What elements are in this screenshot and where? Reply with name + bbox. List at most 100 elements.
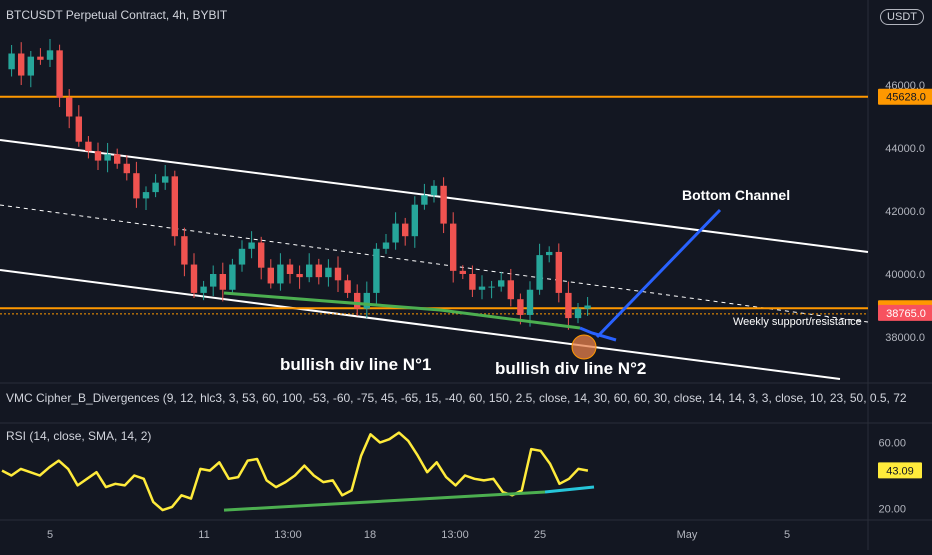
time-tick-label: 11 (198, 529, 209, 541)
candle-body (267, 267, 274, 284)
candle-body (459, 270, 466, 274)
channel-mid-line (0, 204, 869, 323)
candle-body (210, 274, 217, 287)
candle-body (344, 280, 351, 293)
candle-body (402, 223, 409, 237)
price-tick-label: 40000.0 (885, 269, 925, 281)
candle-body (46, 50, 54, 60)
rsi-tick-label: 60.00 (878, 438, 906, 450)
highlight-circle (571, 334, 597, 360)
rsi-line (1, 431, 589, 512)
candle-body (373, 248, 380, 293)
annotation-bottom-channel: Bottom Channel (682, 187, 790, 203)
candle-body (421, 195, 428, 205)
time-tick-label: 25 (534, 529, 546, 541)
candle-body (517, 299, 524, 315)
candle-body (18, 53, 25, 76)
candle-body (133, 173, 140, 199)
candle-body (354, 292, 361, 309)
candle-body (363, 292, 370, 309)
candle-body (114, 154, 121, 164)
candle-body (507, 280, 514, 300)
candle-body (248, 242, 255, 249)
blue-div-segment (579, 326, 617, 342)
candle-body (37, 56, 44, 60)
candle-body (450, 223, 457, 271)
candle-body (104, 154, 111, 161)
candle-body (574, 308, 582, 319)
candle-body (181, 236, 188, 265)
annotation-weekly-support: Weekly support/resistance (733, 316, 862, 328)
current-price-label-box (878, 304, 932, 321)
candle-body (546, 251, 553, 256)
price-tick-label: 38000.0 (885, 332, 925, 344)
candle-body (94, 151, 102, 161)
candle-body (286, 264, 294, 274)
candle-body (238, 248, 246, 265)
candle-body (536, 255, 543, 290)
candle-body (75, 116, 82, 142)
candle-body (190, 264, 198, 293)
resistance-price-label-box (878, 88, 932, 105)
candle-body (498, 280, 505, 287)
candle-body (430, 185, 438, 196)
current-price-label: 38765.0 (886, 308, 926, 320)
rsi-current-value: 43.09 (886, 465, 914, 477)
time-tick-label: 18 (364, 529, 376, 541)
rsi-tick-label: 20.00 (878, 504, 906, 516)
time-tick-label: 13:00 (441, 529, 469, 541)
candle-body (315, 264, 322, 278)
bottom-channel-arrow (595, 208, 722, 339)
channel-lower-line (0, 269, 841, 380)
candle-body (123, 163, 130, 174)
annotation-div-1: bullish div line N°1 (280, 355, 431, 374)
candle-body (526, 289, 534, 315)
candle-body (142, 192, 150, 199)
candle-body (382, 242, 390, 249)
candle-body (392, 223, 399, 243)
candle-body (440, 185, 447, 224)
time-tick-label: 13:00 (274, 529, 302, 541)
rsi-div-line-green (223, 490, 546, 512)
candle-body (66, 97, 73, 117)
candle-body (229, 264, 236, 290)
rsi-div-line-blue (544, 485, 595, 494)
candle-body (8, 53, 15, 70)
symbol-title[interactable]: BTCUSDT Perpetual Contract, 4h, BYBIT (6, 8, 228, 22)
candle-body (555, 251, 562, 293)
candle-body (56, 50, 63, 98)
candle-body (469, 274, 476, 290)
time-tick-label: 5 (784, 529, 790, 541)
rsi-value-box (878, 462, 922, 479)
resistance-price-label: 45628.0 (886, 92, 926, 104)
candle-body (152, 182, 159, 193)
candle-body (565, 292, 572, 319)
indicator-title-rsi[interactable]: RSI (14, close, SMA, 14, 2) (6, 429, 152, 443)
candle-body (334, 267, 342, 281)
candle-body (200, 286, 207, 293)
candle-body (296, 274, 303, 278)
currency-selector[interactable]: USDT (880, 9, 924, 25)
candle-body (488, 286, 495, 288)
price-tick-label: 44000.0 (885, 143, 925, 155)
annotation-div-2: bullish div line N°2 (495, 359, 646, 378)
bullish-div-line-price (223, 291, 581, 330)
candle-body (171, 176, 178, 237)
price-tick-label: 42000.0 (885, 206, 925, 218)
candle-body (325, 267, 332, 278)
candle-body (584, 305, 591, 309)
candle-body (258, 242, 265, 268)
candle-body (85, 141, 92, 152)
candle-body (162, 176, 169, 183)
candle-body (277, 264, 284, 284)
indicator-title-vmc[interactable]: VMC Cipher_B_Divergences (9, 12, hlc3, 3… (6, 391, 907, 405)
time-tick-label: May (677, 529, 698, 541)
candle-body (478, 286, 486, 290)
candle-body (306, 264, 313, 278)
candle-body (27, 56, 34, 76)
candle-body (219, 274, 226, 290)
time-tick-label: 5 (47, 529, 53, 541)
candle-body (411, 204, 418, 237)
